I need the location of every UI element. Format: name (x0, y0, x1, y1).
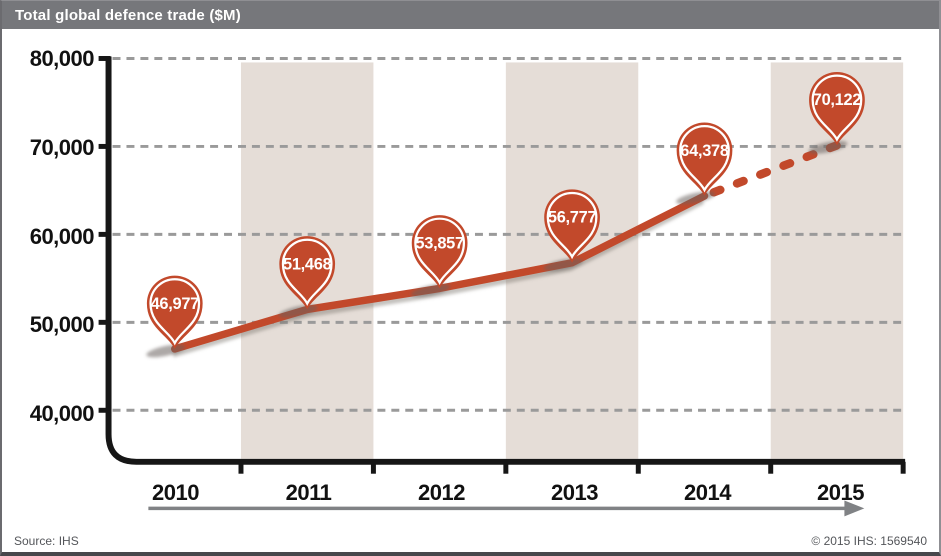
y-axis-label: 60,000 (29, 223, 95, 249)
axis-line (105, 56, 906, 465)
pin-value-label: 64,378 (680, 142, 729, 160)
pin-body (279, 236, 336, 310)
y-axis-label: 50,000 (29, 312, 95, 338)
pin-body (411, 215, 468, 289)
pin-value-label: 70,122 (813, 91, 862, 109)
source-note: Source: IHS (14, 534, 79, 548)
pin-ring (149, 278, 201, 346)
timeline-arrow-head (844, 500, 865, 517)
x-axis-label: 2015 (817, 480, 864, 505)
pin-ring (679, 125, 730, 193)
chart-title-bar: Total global defence trade ($M) (2, 1, 939, 29)
x-axis-label: 2010 (152, 480, 199, 505)
value-pin: 53,857 (411, 215, 468, 289)
value-pin: 56,777 (544, 189, 600, 263)
pin-shadow (411, 284, 451, 297)
value-pins: 46,977 51,468 53,857 56,777 64,378 70,122 (146, 72, 865, 358)
x-axis-label: 2013 (551, 480, 598, 505)
pin-ring (811, 74, 863, 142)
gridlines (112, 56, 906, 412)
pin-value-label: 53,857 (415, 234, 464, 252)
pin-value-label: 51,468 (283, 255, 332, 273)
axes (98, 56, 906, 474)
y-axis-label: 70,000 (29, 134, 95, 160)
x-axis-label: 2014 (684, 480, 731, 505)
shaded-year-bands (240, 62, 904, 459)
pin-body (809, 72, 865, 146)
value-pin: 64,378 (676, 122, 733, 196)
y-axis-label: 80,000 (29, 46, 95, 71)
copyright-note: © 2015 IHS: 1569540 (811, 534, 927, 548)
chart-title: Total global defence trade ($M) (15, 6, 241, 24)
x-axis-label: 2012 (418, 480, 465, 505)
pin-shadow (676, 191, 716, 205)
x-axis-label: 2011 (285, 480, 332, 505)
pin-ring (546, 191, 598, 260)
pin-value-label: 56,777 (548, 209, 597, 227)
pin-body (676, 122, 733, 196)
y-axis-label: 40,000 (29, 401, 95, 426)
pin-ring (281, 238, 333, 306)
pin-body (146, 275, 203, 349)
pin-value-label: 46,977 (151, 295, 200, 313)
pin-shadow (146, 344, 186, 358)
pin-shadow (278, 305, 318, 318)
value-pin: 70,122 (809, 72, 865, 146)
value-pin: 51,468 (279, 236, 336, 310)
pin-ring (414, 217, 466, 285)
pin-shadow (543, 258, 583, 272)
timeline-arrow-icon (148, 500, 865, 517)
value-pin: 46,977 (146, 275, 203, 349)
pin-body (544, 189, 600, 263)
pin-shadow (808, 140, 848, 154)
